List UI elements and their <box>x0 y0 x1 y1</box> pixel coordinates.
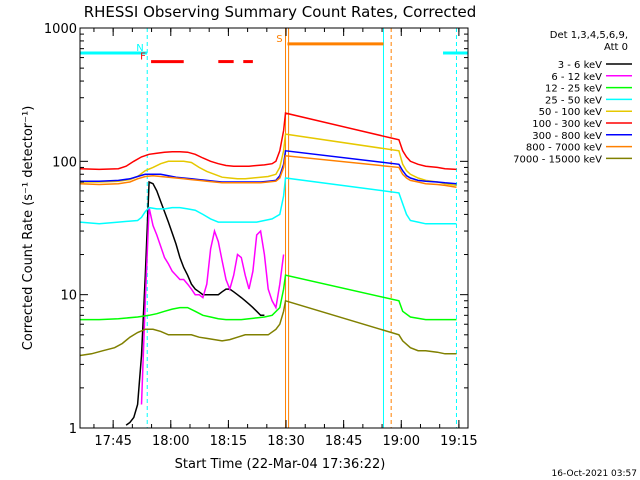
legend-label-3: 25 - 50 keV <box>545 95 602 106</box>
y-tick-label-2: 100 <box>52 155 77 170</box>
series-line-5 <box>79 112 457 171</box>
legend-label-5: 100 - 300 keV <box>532 119 602 130</box>
x-axis-label: Start Time (22-Mar-04 17:36:22) <box>175 457 386 472</box>
x-tick-label-3: 18:30 <box>267 434 304 449</box>
x-tick-label-1: 18:00 <box>152 434 189 449</box>
axis-ticks: 17:45 18:00 18:15 18:30 18:45 19:00 19:15 1 10 10… <box>44 22 478 449</box>
x-tick-label-4: 18:45 <box>325 434 362 449</box>
series-line-8 <box>79 299 457 357</box>
series-line-0 <box>125 180 265 426</box>
legend-header-1: Att 0 <box>604 42 628 53</box>
x-tick-label-0: 17:45 <box>94 434 131 449</box>
footer-date: 16-Oct-2021 03:57 <box>552 469 637 479</box>
night-marker-label: N <box>136 43 143 54</box>
legend-label-7: 800 - 7000 keV <box>526 143 602 154</box>
series-line-2 <box>80 274 457 321</box>
plot-frame <box>79 27 469 429</box>
y-tick-label-1: 10 <box>60 289 77 304</box>
y-tick-label-3: 1000 <box>44 22 77 37</box>
saa-marker-label: S <box>276 34 282 45</box>
legend-label-2: 12 - 25 keV <box>545 84 602 95</box>
y-axis-label: Corrected Count Rate (s⁻¹ detector⁻¹) <box>21 106 36 351</box>
x-tick-label-6: 19:15 <box>440 434 477 449</box>
y-tick-label-0: 1 <box>69 422 77 437</box>
series-line-7 <box>79 154 457 188</box>
chart-title: RHESSI Observing Summary Count Rates, Co… <box>84 3 477 21</box>
legend-label-1: 6 - 12 keV <box>551 72 602 83</box>
flare-marker-label: F <box>140 52 146 63</box>
legend-header-0: Det 1,3,4,5,6,9, <box>550 30 628 41</box>
legend-label-8: 7000 - 15000 keV <box>513 154 602 165</box>
series-line-4 <box>80 133 457 187</box>
plot-data: NF S <box>79 28 468 428</box>
legend-label-4: 50 - 100 keV <box>539 107 603 118</box>
legend-label-0: 3 - 6 keV <box>558 60 602 71</box>
legend-label-6: 300 - 800 keV <box>532 131 602 142</box>
series-line-1 <box>140 207 285 405</box>
x-tick-label-2: 18:15 <box>210 434 247 449</box>
x-tick-label-5: 19:00 <box>383 434 420 449</box>
series-line-6 <box>80 149 457 185</box>
series-line-3 <box>79 177 457 225</box>
